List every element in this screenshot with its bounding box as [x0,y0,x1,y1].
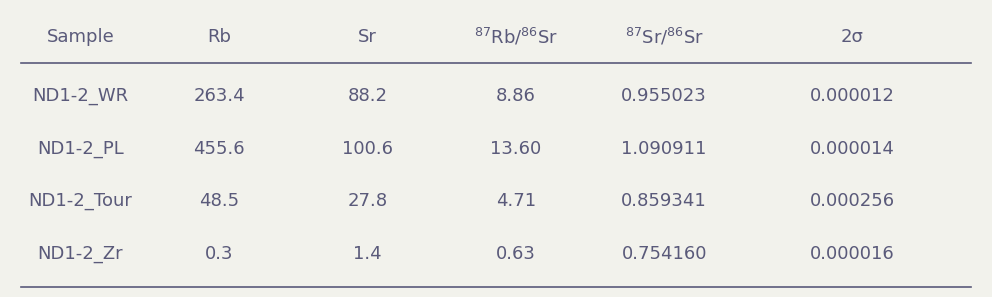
Text: 8.86: 8.86 [496,86,536,105]
Text: 455.6: 455.6 [193,140,245,157]
Text: 1.4: 1.4 [353,245,382,263]
Text: 0.000014: 0.000014 [809,140,895,157]
Text: 1.090911: 1.090911 [621,140,707,157]
Text: 263.4: 263.4 [193,86,245,105]
Text: ND1-2_Zr: ND1-2_Zr [38,245,123,263]
Text: 0.000256: 0.000256 [809,192,895,211]
Text: 13.60: 13.60 [490,140,542,157]
Text: 0.000016: 0.000016 [809,245,895,263]
Text: Rb: Rb [207,28,231,46]
Text: 0.3: 0.3 [204,245,233,263]
Text: 4.71: 4.71 [496,192,536,211]
Text: 0.955023: 0.955023 [621,86,707,105]
Text: 100.6: 100.6 [342,140,393,157]
Text: 2σ: 2σ [840,28,864,46]
Text: ND1-2_Tour: ND1-2_Tour [29,192,133,211]
Text: 0.000012: 0.000012 [809,86,895,105]
Text: 0.859341: 0.859341 [621,192,707,211]
Text: ND1-2_WR: ND1-2_WR [33,86,129,105]
Text: 88.2: 88.2 [347,86,388,105]
Text: $^{87}$Rb/$^{86}$Sr: $^{87}$Rb/$^{86}$Sr [473,26,558,47]
Text: 0.63: 0.63 [496,245,536,263]
Text: Sr: Sr [358,28,377,46]
Text: 0.754160: 0.754160 [621,245,707,263]
Text: Sample: Sample [47,28,114,46]
Text: 48.5: 48.5 [199,192,239,211]
Text: 27.8: 27.8 [347,192,388,211]
Text: ND1-2_PL: ND1-2_PL [37,140,124,157]
Text: $^{87}$Sr/$^{86}$Sr: $^{87}$Sr/$^{86}$Sr [625,26,703,47]
